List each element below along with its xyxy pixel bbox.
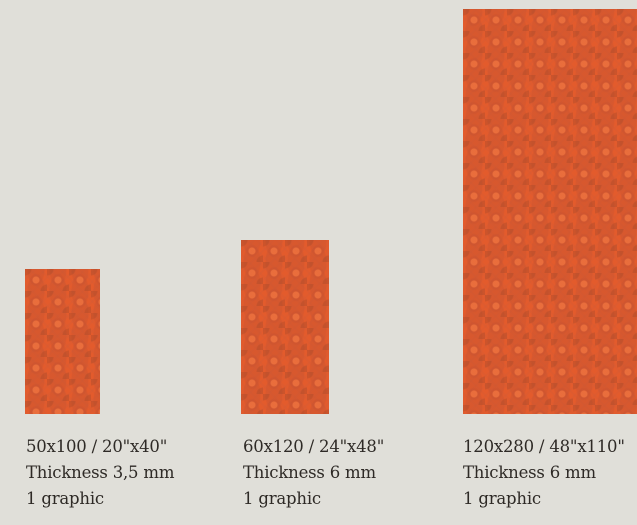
size-label: 50x100 / 20"x40" — [26, 437, 168, 456]
tile-swatch-small — [25, 269, 100, 414]
graphics-label: 1 graphic — [26, 489, 104, 508]
size-label: 60x120 / 24"x48" — [243, 437, 385, 456]
graphics-label: 1 graphic — [463, 489, 541, 508]
size-label: 120x280 / 48"x110" — [463, 437, 625, 456]
product-spec-large: 120x280 / 48"x110" Thickness 6 mm 1 grap… — [463, 434, 625, 512]
graphics-label: 1 graphic — [243, 489, 321, 508]
thickness-label: Thickness 3,5 mm — [26, 463, 175, 482]
tile-swatch-medium — [241, 240, 329, 414]
thickness-label: Thickness 6 mm — [463, 463, 596, 482]
product-spec-medium: 60x120 / 24"x48" Thickness 6 mm 1 graphi… — [243, 434, 384, 512]
tile-swatch-large — [463, 9, 637, 414]
product-spec-small: 50x100 / 20"x40" Thickness 3,5 mm 1 grap… — [26, 434, 175, 512]
thickness-label: Thickness 6 mm — [243, 463, 376, 482]
